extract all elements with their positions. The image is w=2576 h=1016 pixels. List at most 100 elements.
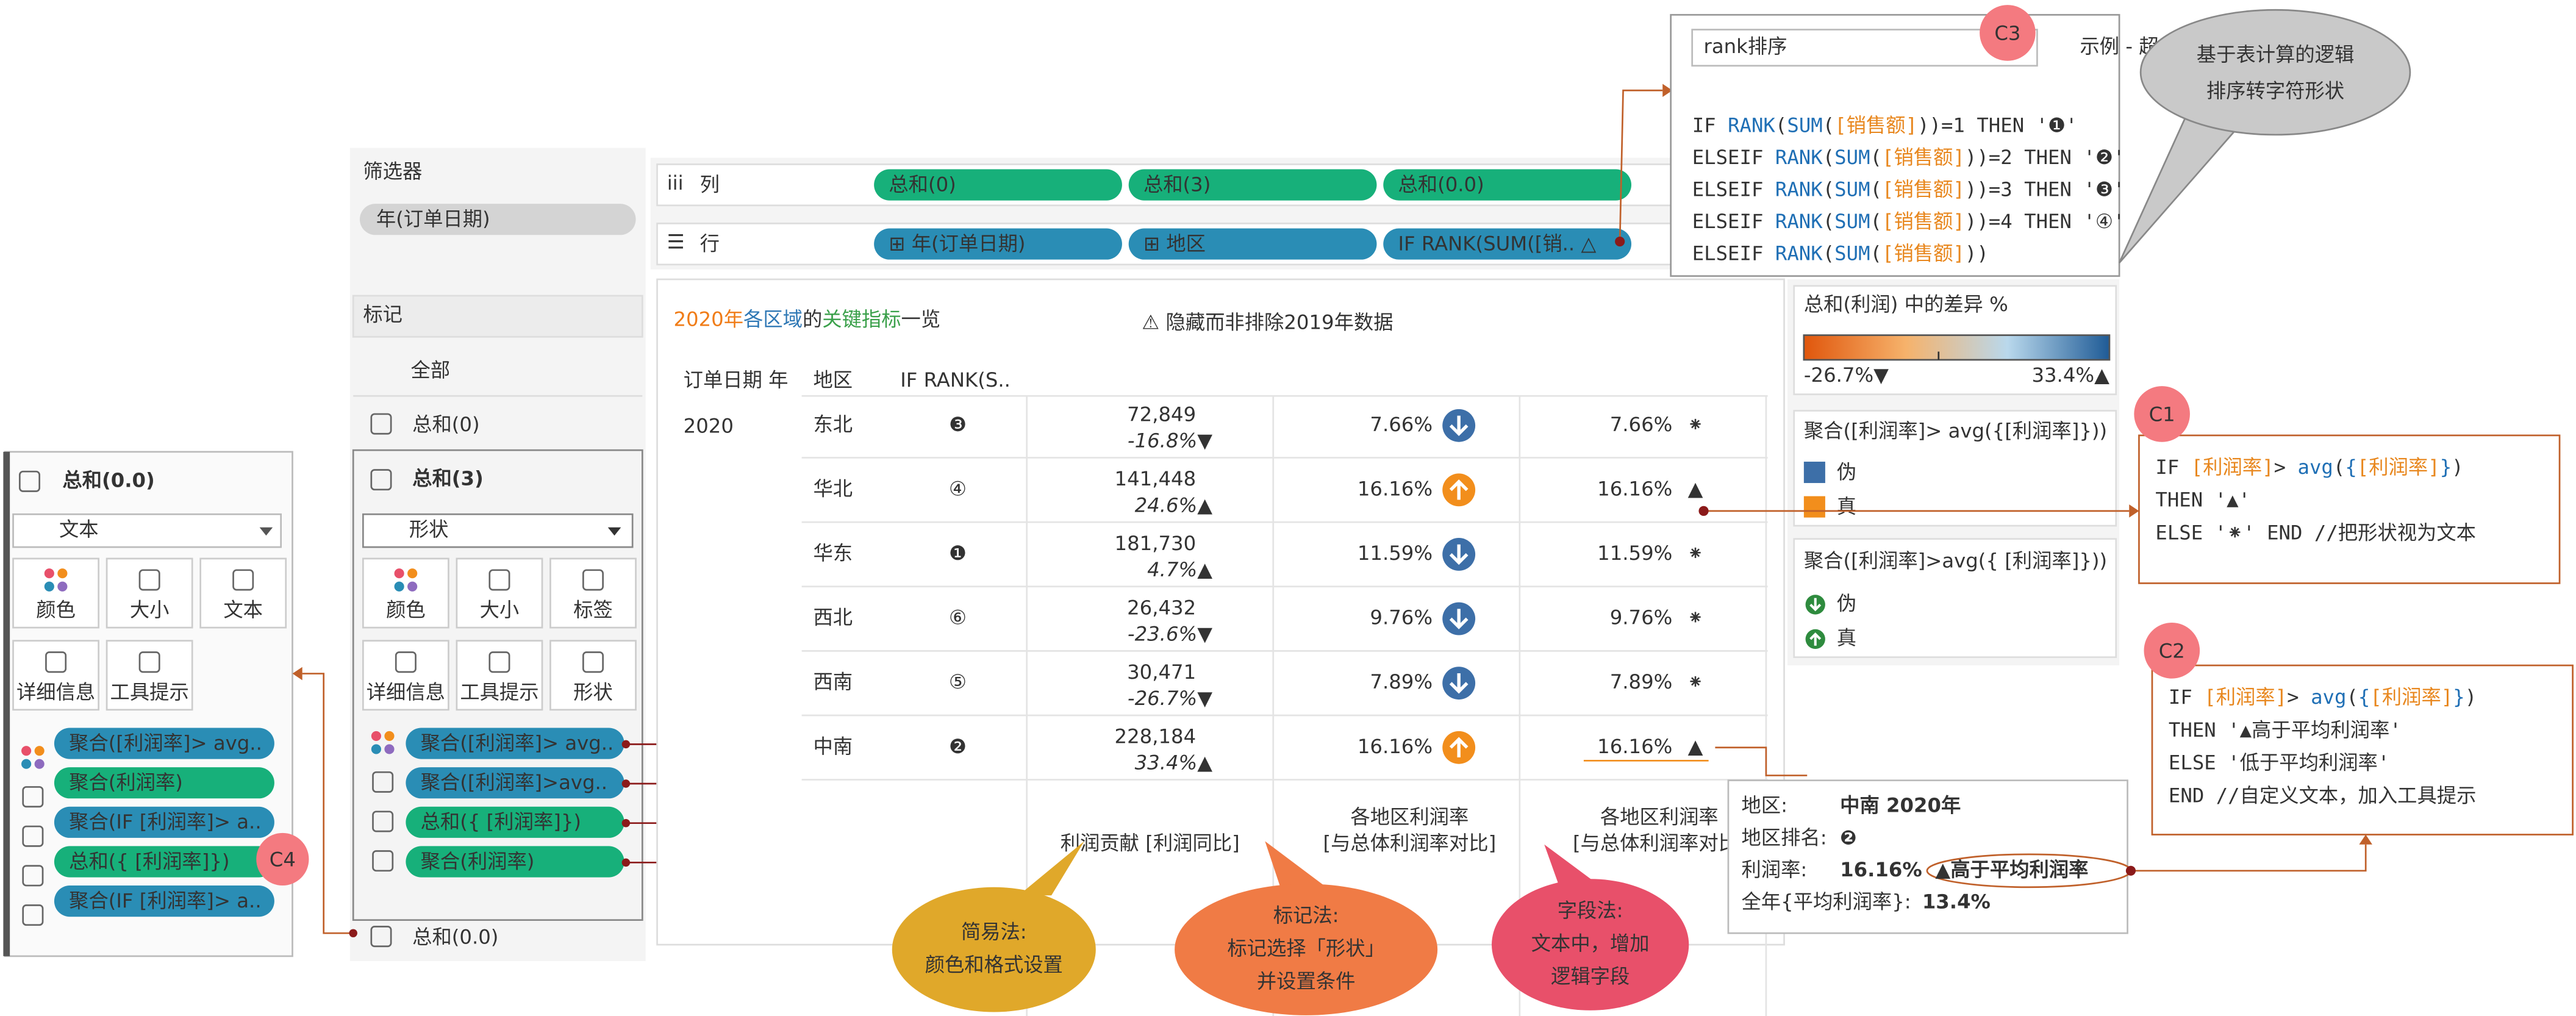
code-token: SUM bbox=[1834, 178, 1870, 201]
code-token: ELSE '⁕' END //把形状视为文本 bbox=[2155, 521, 2476, 545]
arrow-glyph bbox=[1449, 673, 1469, 694]
icon bbox=[371, 731, 381, 741]
connector-dot bbox=[621, 779, 631, 788]
filter-label: 年(订单日期) bbox=[376, 207, 490, 231]
icon bbox=[395, 651, 417, 673]
arrowhead bbox=[2129, 504, 2139, 518]
tooltip-value: ❷ bbox=[1840, 826, 1856, 849]
badge bbox=[256, 832, 309, 886]
mark-button bbox=[12, 557, 99, 629]
bubble-text: 简易法: bbox=[961, 920, 1027, 943]
legend-swatch bbox=[1803, 462, 1825, 484]
tooltip-value: 16.16% bbox=[1840, 858, 1922, 881]
arrow-glyph bbox=[1449, 479, 1469, 500]
code-token: ELSEIF bbox=[1692, 178, 1775, 201]
icon bbox=[232, 569, 254, 591]
arrow-glyph bbox=[1449, 415, 1469, 437]
code-token: ( bbox=[1870, 178, 1882, 201]
section-title: 筛选器 bbox=[363, 160, 422, 183]
legend-title: 聚合([利润率]>avg({ [利润率]})) bbox=[1804, 549, 2107, 572]
rank-shape: ❸ bbox=[949, 413, 967, 436]
pill bbox=[1383, 228, 1632, 260]
bubble bbox=[1175, 884, 1438, 1015]
pill bbox=[54, 846, 274, 878]
above-mark: ⁕ bbox=[1687, 606, 1704, 629]
layer-label: 总和(3) bbox=[412, 467, 484, 490]
view bbox=[656, 278, 1785, 946]
profit-rate-text: 16.16% bbox=[1597, 477, 1672, 500]
bubble-text: 颜色和格式设置 bbox=[925, 953, 1063, 976]
code-token: ))=1 THEN '❶' bbox=[1917, 113, 2077, 137]
code-token: > bbox=[2287, 685, 2311, 709]
region: 东北 bbox=[813, 413, 853, 436]
pill-label: ⊞ 地区 bbox=[1143, 232, 1206, 255]
color-ramp bbox=[1803, 334, 2111, 361]
bubble-text: 逻辑字段 bbox=[1551, 965, 1630, 988]
icon bbox=[18, 470, 40, 492]
icon bbox=[45, 651, 67, 673]
button-label: 文本 bbox=[223, 598, 263, 621]
sales-change: 33.4%▲ bbox=[1135, 751, 1213, 775]
icon bbox=[371, 744, 381, 754]
code-line: IF [利润率]> avg({[利润率]}) bbox=[2155, 456, 2463, 479]
tooltip-label: 利润率: bbox=[1742, 858, 1808, 881]
pill-label: 聚合(利润率) bbox=[69, 771, 183, 794]
legend-label: 真 bbox=[1837, 495, 1856, 518]
code-token: IF bbox=[2155, 456, 2191, 479]
pill bbox=[54, 767, 274, 799]
icon bbox=[21, 759, 32, 769]
pill-label: 聚合([利润率]> avg.. bbox=[69, 731, 262, 754]
tooltip-value: 中南 2020年 bbox=[1840, 794, 1961, 817]
icon bbox=[22, 786, 44, 808]
code-token: > bbox=[2274, 456, 2298, 479]
speech-tail bbox=[2118, 117, 2236, 263]
icon bbox=[44, 581, 54, 592]
code-token: )) bbox=[1965, 242, 1989, 265]
code-token: ( bbox=[1823, 113, 1834, 137]
profit-rate: 16.16% bbox=[1358, 735, 1433, 758]
region: 华北 bbox=[813, 477, 853, 500]
icon bbox=[407, 568, 418, 579]
code-line: IF RANK(SUM([销售额]))=1 THEN '❶' bbox=[1692, 113, 2078, 137]
icon bbox=[372, 850, 394, 872]
profit-rate-text: 7.89% bbox=[1610, 670, 1673, 693]
column-header: IF RANK(S.. bbox=[900, 368, 1011, 392]
pill-label: 总和(0.0) bbox=[1398, 173, 1484, 196]
code-token: END //自定义文本，加入工具提示 bbox=[2169, 784, 2476, 807]
bubble bbox=[1492, 879, 1689, 1011]
pill bbox=[1383, 169, 1632, 201]
dropdown-caret bbox=[607, 527, 621, 536]
c2-arrow bbox=[2130, 844, 2367, 872]
arrowhead bbox=[292, 667, 302, 681]
code-line: ELSEIF RANK(SUM([销售额])) bbox=[1692, 242, 1989, 265]
pill-label: 总和(3) bbox=[1143, 173, 1211, 196]
pill-label: 总和(0) bbox=[889, 173, 956, 196]
code-token: ))=3 THEN '❸' bbox=[1965, 178, 2125, 201]
title-part: 2020年 bbox=[673, 307, 743, 331]
bubble-text: 基于表计算的逻辑 bbox=[2197, 43, 2355, 66]
code-token: RANK bbox=[1728, 113, 1775, 137]
pill bbox=[874, 169, 1122, 201]
bubble-text: 文本中，增加 bbox=[1531, 932, 1650, 955]
code-token: [销售额] bbox=[1882, 210, 1965, 233]
c4-arrow bbox=[302, 673, 354, 934]
tooltip bbox=[1727, 779, 2128, 934]
legend-max: 33.4%▲ bbox=[2031, 363, 2109, 387]
dropdown-caret bbox=[259, 527, 273, 536]
button-label: 标签 bbox=[573, 598, 613, 621]
bubble-tail bbox=[1265, 841, 1331, 891]
code-token: RANK bbox=[1775, 146, 1823, 169]
code-line: ELSE '低于平均利润率' bbox=[2169, 751, 2389, 775]
code-token: ) bbox=[2452, 456, 2463, 479]
icon bbox=[372, 810, 394, 832]
bubble-tail bbox=[1544, 844, 1602, 891]
sales: 72,849 bbox=[1127, 403, 1196, 426]
sales-change: -23.6%▼ bbox=[1128, 623, 1212, 646]
code-token: { bbox=[2358, 685, 2370, 709]
dropdown bbox=[362, 513, 634, 548]
pill-label: ⊞ 年(订单日期) bbox=[889, 232, 1025, 255]
rank-shape: ④ bbox=[949, 477, 967, 500]
badge bbox=[2134, 386, 2190, 442]
code-token: IF bbox=[1692, 113, 1728, 137]
arrow-glyph bbox=[1449, 544, 1469, 565]
